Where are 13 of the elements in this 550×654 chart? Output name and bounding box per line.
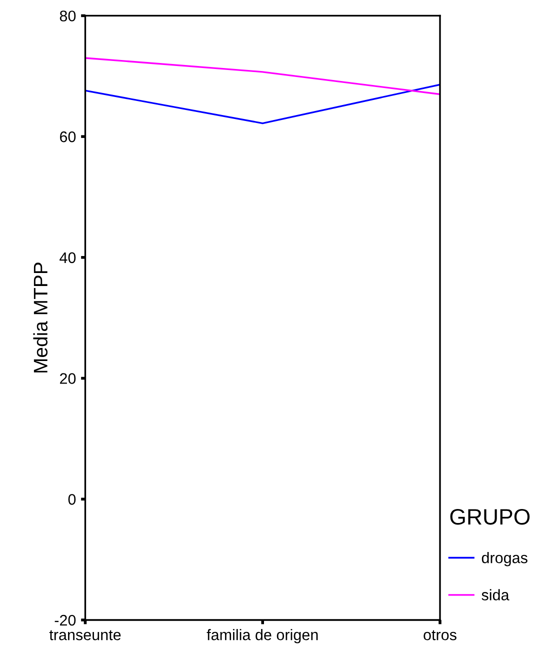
y-tick-label: 0: [68, 494, 76, 505]
legend-label: sida: [482, 589, 510, 600]
y-tick-label: 80: [60, 10, 76, 22]
legend-title: GRUPO: [450, 508, 530, 525]
y-tick-label: 40: [60, 252, 76, 264]
y-axis-title: Media MTPP: [33, 262, 48, 372]
y-tick-label: -20: [54, 614, 76, 626]
y-tick-label: 60: [60, 131, 76, 142]
legend-label: drogas: [482, 552, 528, 566]
x-tick-label: otros: [424, 630, 456, 640]
x-tick-label: familia de origen: [206, 629, 318, 644]
x-tick-label: transeunte: [49, 630, 121, 640]
y-tick-label: 20: [60, 373, 76, 384]
